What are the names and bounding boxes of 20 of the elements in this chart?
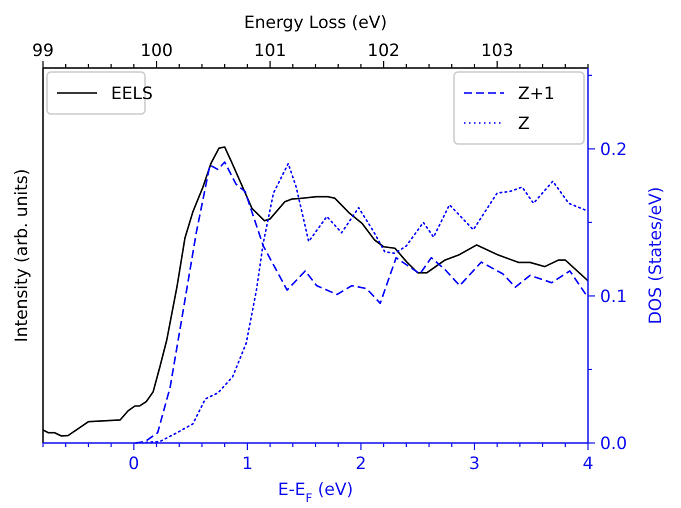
x-tick-label: 2 [356, 454, 366, 474]
x2-tick-label: 99 [32, 41, 54, 61]
y2-tick-label: 0.2 [600, 140, 628, 160]
x-tick-label: 0 [128, 454, 140, 474]
x-tick-label: 4 [582, 454, 594, 474]
y2-tick-label: 0.1 [600, 286, 628, 307]
x2-axis-title: Energy Loss (eV) [244, 13, 387, 33]
x-axis-title: E-E$_{F}$ (eV) [278, 480, 354, 505]
legend-label: EELS [111, 84, 153, 104]
x2-tick-label: 101 [254, 41, 286, 61]
y2-axis-title: DOS (States/eV) [646, 186, 666, 324]
y-axis-title: Intensity (arb. units) [12, 168, 32, 342]
x2-tick-label: 103 [480, 41, 514, 61]
x2-tick-label: 102 [367, 41, 400, 61]
y2-tick-label: 0.0 [600, 434, 628, 454]
x-tick-label: 3 [469, 454, 480, 474]
legend-label: Z+1 [518, 84, 555, 104]
x2-tick-label: 100 [140, 41, 173, 61]
legend-label: Z [518, 114, 530, 134]
x-tick-label: 1 [242, 454, 253, 474]
